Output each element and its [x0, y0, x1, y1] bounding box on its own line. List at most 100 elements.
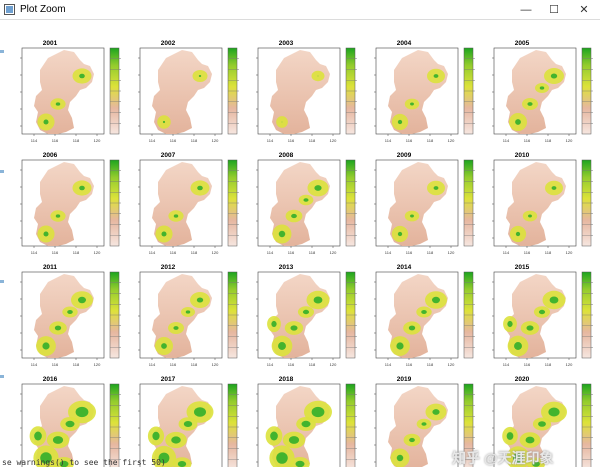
panel-year-label: 2016 — [43, 376, 58, 383]
panel-year-label: 2012 — [161, 264, 176, 271]
map-region — [388, 274, 448, 358]
x-tick-label: 116 — [288, 250, 295, 255]
map-region — [388, 50, 448, 134]
x-tick-label: 118 — [545, 250, 552, 255]
colorbar-legend — [109, 159, 121, 247]
panel-2015: 2015 114 116 118 120 — [492, 264, 593, 367]
minimize-button[interactable]: — — [520, 4, 532, 16]
panel-year-label: 2007 — [161, 152, 176, 159]
x-tick-label: 114 — [503, 250, 510, 255]
x-tick-label: 116 — [52, 362, 59, 367]
map-region — [506, 50, 566, 134]
map-region — [34, 50, 94, 134]
x-tick-label: 114 — [31, 138, 38, 143]
x-tick-label: 120 — [330, 362, 337, 367]
x-tick-label: 116 — [406, 362, 413, 367]
colorbar-legend — [345, 271, 357, 359]
x-tick-label: 120 — [212, 250, 219, 255]
x-tick-label: 114 — [31, 362, 38, 367]
x-tick-label: 118 — [545, 362, 552, 367]
colorbar-legend — [109, 271, 121, 359]
console-marker — [0, 50, 4, 53]
panel-year-label: 2005 — [515, 40, 530, 47]
x-tick-label: 118 — [73, 250, 80, 255]
x-tick-label: 114 — [385, 138, 392, 143]
panel-2014: 2014 114 116 118 120 — [374, 264, 475, 367]
panel-year-label: 2004 — [397, 40, 412, 47]
x-tick-label: 116 — [52, 138, 59, 143]
x-tick-label: 118 — [309, 138, 316, 143]
panel-2005: 2005 114 116 118 120 — [492, 40, 593, 143]
panel-2013: 2013 114 116 118 120 — [256, 264, 357, 367]
map-region — [267, 274, 330, 358]
panel-year-label: 2003 — [279, 40, 294, 47]
panel-year-label: 2008 — [279, 152, 294, 159]
x-tick-label: 120 — [330, 250, 337, 255]
map-region — [270, 162, 330, 246]
rstudio-icon — [4, 4, 15, 15]
console-text: se warnings() to see the first 50) — [2, 458, 166, 467]
x-tick-label: 118 — [427, 138, 434, 143]
x-tick-label: 116 — [406, 138, 413, 143]
x-tick-label: 116 — [524, 250, 531, 255]
window-titlebar: Plot Zoom — ☐ ✕ — [0, 0, 600, 20]
maximize-button[interactable]: ☐ — [549, 4, 559, 16]
x-tick-label: 116 — [170, 138, 177, 143]
window-title: Plot Zoom — [20, 4, 66, 15]
console-edge — [0, 20, 5, 467]
panel-2007: 2007 114 116 118 120 — [138, 152, 239, 255]
x-tick-label: 114 — [385, 362, 392, 367]
map-region — [147, 386, 214, 467]
map-region — [265, 386, 332, 467]
colorbar-legend — [463, 271, 475, 359]
panel-2010: 2010 114 116 118 120 — [492, 152, 593, 255]
panel-2012: 2012 114 116 118 120 — [138, 264, 239, 367]
x-tick-label: 118 — [191, 138, 198, 143]
colorbar-legend — [463, 383, 475, 467]
x-tick-label: 120 — [566, 250, 573, 255]
panel-year-label: 2019 — [397, 376, 412, 383]
panel-2008: 2008 114 116 118 120 — [256, 152, 357, 255]
colorbar-legend — [227, 271, 239, 359]
panel-year-label: 2017 — [161, 376, 176, 383]
colorbar-legend — [581, 271, 593, 359]
x-tick-label: 116 — [524, 138, 531, 143]
colorbar-legend — [581, 47, 593, 135]
colorbar-legend — [345, 47, 357, 135]
panel-year-label: 2006 — [43, 152, 58, 159]
x-tick-label: 118 — [73, 362, 80, 367]
x-tick-label: 120 — [212, 138, 219, 143]
x-tick-label: 114 — [267, 362, 274, 367]
x-tick-label: 114 — [267, 250, 274, 255]
panel-year-label: 2020 — [515, 376, 530, 383]
map-region — [388, 386, 448, 467]
x-tick-label: 116 — [288, 138, 295, 143]
x-tick-label: 116 — [170, 250, 177, 255]
map-region — [152, 50, 212, 134]
panel-2017: 2017114116118120 — [138, 376, 239, 467]
panel-year-label: 2001 — [43, 40, 58, 47]
colorbar-legend — [581, 159, 593, 247]
panel-year-label: 2018 — [279, 376, 294, 383]
x-tick-label: 120 — [566, 362, 573, 367]
close-button[interactable]: ✕ — [579, 4, 589, 16]
panel-2001: 2001 114 116 118 120 — [20, 40, 121, 143]
panel-year-label: 2011 — [43, 264, 57, 271]
colorbar-legend — [345, 159, 357, 247]
x-tick-label: 118 — [309, 250, 316, 255]
x-tick-label: 120 — [448, 250, 455, 255]
colorbar-legend — [345, 383, 357, 467]
x-tick-label: 120 — [448, 362, 455, 367]
x-tick-label: 118 — [73, 138, 80, 143]
map-region — [34, 274, 94, 358]
x-tick-label: 120 — [448, 138, 455, 143]
console-marker — [0, 170, 4, 173]
colorbar-legend — [227, 383, 239, 467]
panel-year-label: 2010 — [515, 152, 530, 159]
x-tick-label: 120 — [94, 250, 101, 255]
x-tick-label: 118 — [545, 138, 552, 143]
map-region — [152, 162, 212, 246]
panel-2018: 2018114116118120 — [256, 376, 357, 467]
map-region — [152, 274, 212, 358]
x-tick-label: 118 — [309, 362, 316, 367]
